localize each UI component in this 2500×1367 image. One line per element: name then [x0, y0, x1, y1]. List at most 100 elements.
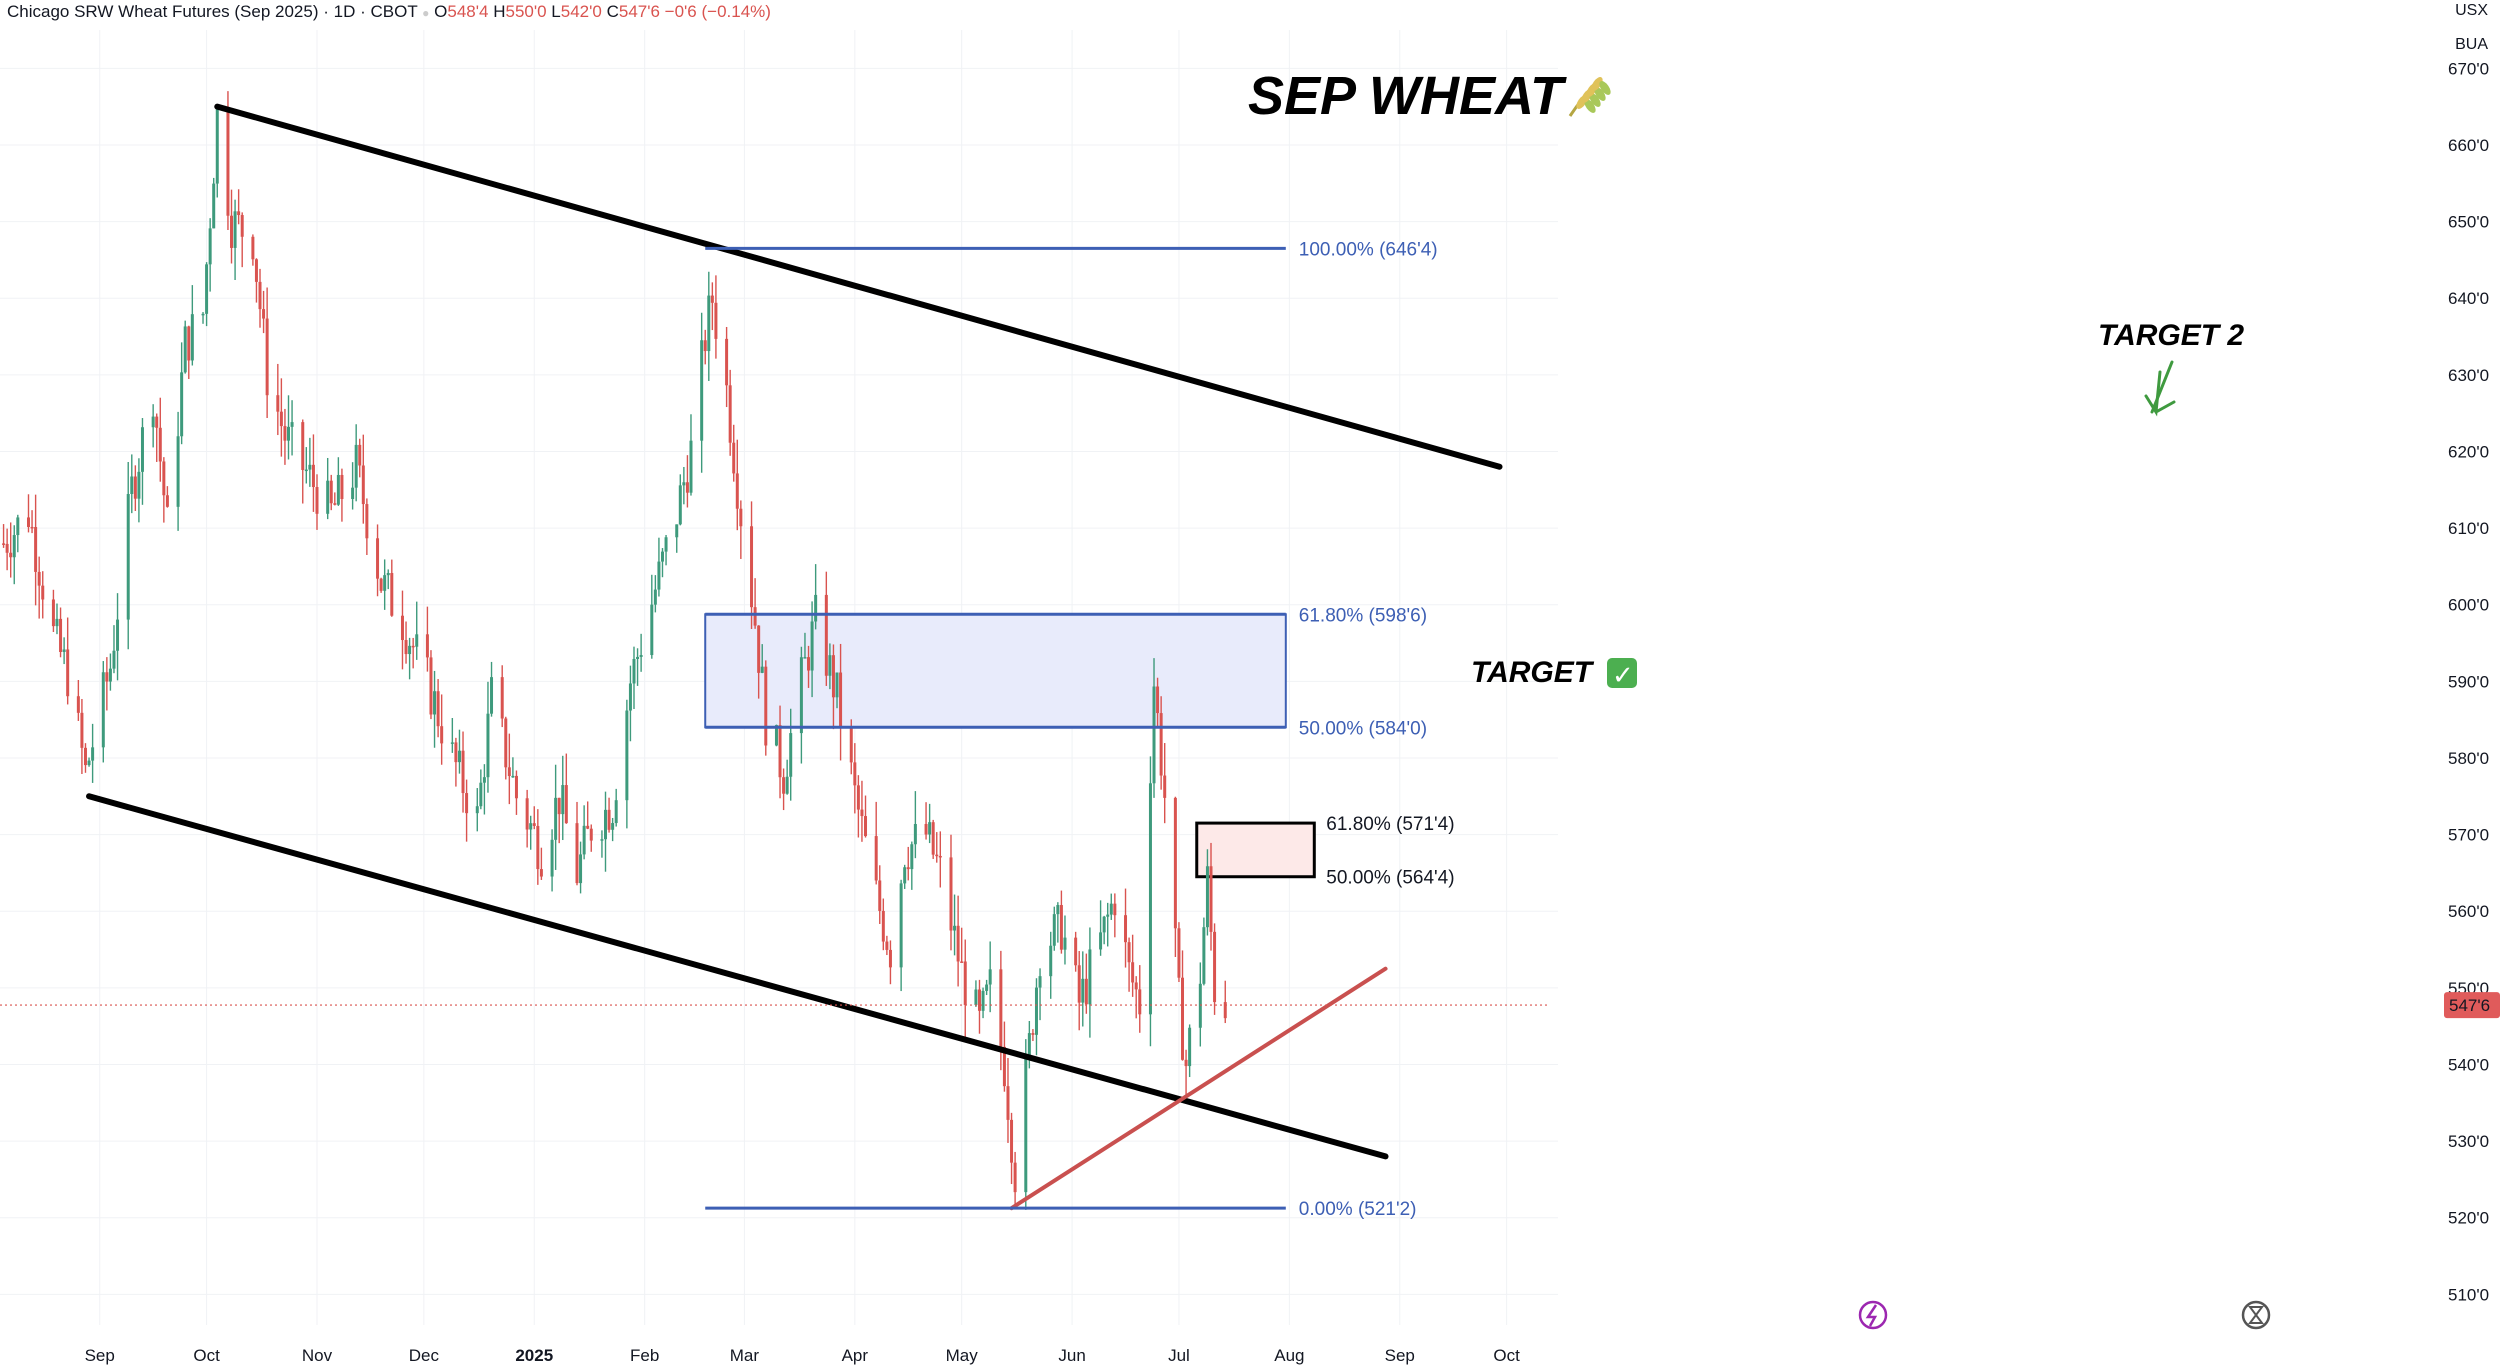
status-dot-icon: ● [422, 6, 430, 20]
x-tick-label: 2025 [515, 1346, 553, 1365]
candle-body [1127, 942, 1131, 963]
candle-body [415, 634, 419, 647]
low-key: L [551, 2, 561, 21]
y-tick-label: 590'0 [2448, 672, 2489, 691]
chart-title-text: SEP WHEAT [1248, 66, 1567, 126]
candle-body [479, 782, 483, 807]
candle-body [725, 338, 729, 386]
candle-body [785, 776, 789, 794]
candle-body [953, 925, 957, 931]
candle-body [1152, 686, 1156, 784]
candle-body [425, 634, 429, 658]
symbol-name[interactable]: Chicago SRW Wheat Futures (Sep 2025) [7, 2, 319, 21]
candle-body [529, 823, 533, 830]
candle-body [1109, 903, 1113, 915]
candle-body [91, 747, 95, 761]
candle-body [1038, 976, 1042, 988]
candle-body [799, 657, 803, 734]
currency-label[interactable]: USX [2455, 2, 2488, 19]
candle-body [383, 575, 387, 591]
candle-body [778, 725, 782, 778]
x-tick-label: Nov [302, 1346, 333, 1365]
fib-box-small [1195, 821, 1316, 879]
candle-body [457, 750, 461, 763]
candle-body [1159, 713, 1163, 776]
candle-body [233, 211, 237, 248]
y-tick-label: 520'0 [2448, 1209, 2489, 1228]
candle-body [938, 855, 942, 858]
candle-body [190, 314, 194, 361]
x-tick-label: Sep [1385, 1346, 1415, 1365]
candle-body [885, 941, 889, 950]
candle-body [1010, 1119, 1014, 1163]
candle-body [789, 733, 793, 777]
fib-level-label: 61.80% (598'6) [1299, 605, 1427, 626]
arrow-shaft [2150, 360, 2174, 414]
x-tick-label: May [946, 1346, 979, 1365]
candle-body [140, 427, 144, 472]
candle-body [1148, 783, 1152, 1015]
candle-body [550, 839, 554, 877]
fib-level-label: 0.00% (521'2) [1299, 1199, 1417, 1220]
candle-body [276, 395, 280, 412]
candle-body [490, 677, 494, 714]
unit-label[interactable]: BUA [2455, 36, 2488, 53]
last-price-tag [2444, 992, 2500, 1019]
candle-body [411, 645, 415, 648]
candle-body [251, 236, 255, 260]
candle-body [732, 442, 736, 474]
candle-body [831, 655, 835, 698]
candle-body [700, 340, 704, 441]
x-tick-label: Aug [1274, 1346, 1304, 1365]
candle-body [657, 561, 661, 590]
candle-body [265, 318, 269, 396]
candle-body [308, 464, 312, 470]
candle-body [1173, 797, 1177, 929]
candle-body [985, 984, 989, 991]
y-tick-label: 610'0 [2448, 519, 2489, 538]
candle-body [205, 264, 209, 314]
candle-body [2, 543, 6, 545]
candle-body [988, 969, 992, 985]
x-tick-label: Sep [85, 1346, 115, 1365]
x-tick-label: Dec [409, 1346, 440, 1365]
candle-body [30, 526, 34, 529]
candle-body [1223, 1002, 1227, 1019]
candle-body [433, 691, 437, 715]
candle-body [108, 668, 112, 682]
candle-body [1063, 937, 1067, 950]
lightning-icon [1858, 1300, 1888, 1330]
candle-body [283, 426, 287, 441]
y-tick-label: 630'0 [2448, 366, 2489, 385]
candle-body [365, 504, 369, 539]
candle-body [750, 526, 754, 608]
candle-body [899, 883, 903, 968]
candle-body [660, 551, 664, 562]
candle-body [1081, 978, 1085, 1003]
candle-body [390, 573, 394, 616]
candle-body [1077, 965, 1081, 1003]
wheat-grain [1591, 77, 1603, 91]
candle-body [208, 228, 212, 265]
candle-body [486, 713, 490, 778]
candle-body [999, 969, 1003, 1047]
candle-body [625, 710, 629, 801]
candle-body [440, 726, 444, 744]
candle-body [408, 645, 412, 655]
candle-body [262, 309, 266, 319]
interval-label[interactable]: 1D [333, 2, 356, 21]
candle-body [461, 750, 465, 794]
candle-body [856, 785, 860, 810]
candle-body [607, 809, 611, 830]
change-value: −0'6 (−0.14%) [664, 2, 771, 21]
candle-body [507, 767, 511, 777]
lightning-glyph [1865, 1304, 1878, 1327]
candle-body [554, 797, 558, 840]
candle-body [579, 854, 583, 884]
candle-body [739, 508, 743, 527]
candle-body [564, 785, 568, 824]
candle-body [500, 677, 504, 719]
candle-body [301, 422, 305, 470]
x-tick-label: Jun [1058, 1346, 1085, 1365]
